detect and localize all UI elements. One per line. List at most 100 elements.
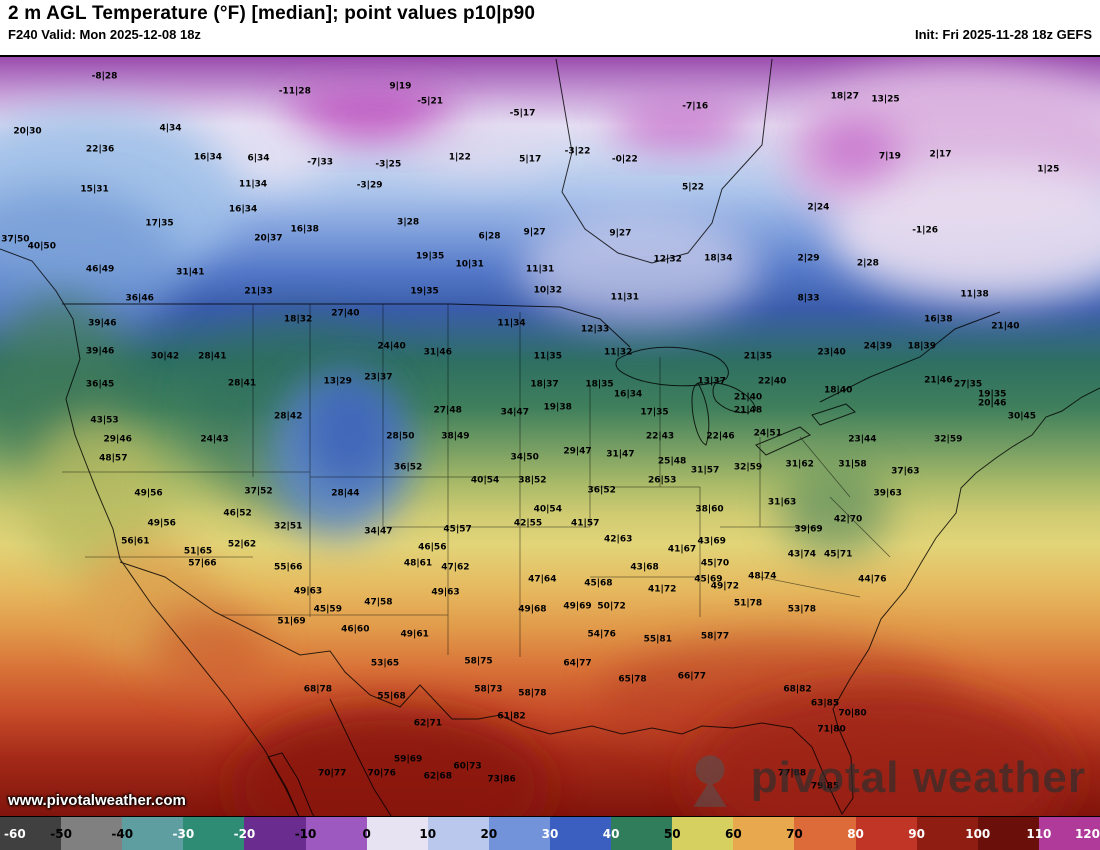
point-value: 13|37 (697, 376, 726, 387)
point-value: 61|82 (497, 711, 526, 722)
point-value: 45|59 (313, 604, 342, 615)
point-value: -7|16 (682, 101, 709, 112)
point-value: 45|71 (824, 549, 853, 560)
point-value: 27|48 (433, 405, 462, 416)
point-value: 58|73 (474, 684, 503, 695)
point-value: 48|61 (403, 558, 433, 569)
colorbar-segment (183, 817, 245, 850)
point-value: -0|22 (611, 154, 638, 165)
point-value: 49|61 (400, 629, 429, 640)
point-value: 59|69 (393, 754, 423, 765)
point-value: 70|76 (367, 768, 396, 779)
point-value: 10|32 (533, 285, 562, 296)
point-value: 51|78 (733, 598, 763, 609)
point-value: 2|28 (856, 258, 879, 268)
point-value: 24|39 (863, 341, 892, 352)
point-value: 62|71 (413, 718, 443, 729)
point-value: 58|75 (464, 656, 493, 667)
point-value: 22|36 (85, 144, 115, 155)
point-value: 60|73 (453, 761, 482, 772)
point-value: 3|28 (397, 217, 420, 228)
point-value: 30|42 (150, 351, 180, 362)
point-value: 51|65 (183, 546, 213, 557)
point-value: 28|41 (227, 378, 257, 389)
point-value: 71|80 (817, 724, 846, 735)
point-value: 34|47 (364, 526, 393, 537)
colorbar-segment (0, 817, 62, 850)
colorbar-segment (488, 817, 550, 850)
point-value: 50|72 (597, 601, 626, 612)
point-value: 62|68 (423, 771, 452, 782)
point-value: 28|44 (331, 488, 360, 499)
point-value: 47|64 (528, 574, 557, 585)
colorbar-segment (366, 817, 428, 850)
point-value: 39|46 (88, 318, 117, 329)
point-value: 36|46 (125, 293, 154, 304)
point-value: 2|29 (797, 253, 820, 264)
point-value: 38|60 (695, 504, 724, 515)
colorbar (0, 816, 1100, 850)
point-value: 66|77 (677, 671, 707, 682)
valid-time-label: F240 Valid: Mon 2025-12-08 18z (8, 27, 201, 42)
point-value: 49|63 (293, 586, 323, 597)
point-value: 18|35 (585, 379, 614, 390)
point-value: 64|77 (563, 658, 592, 669)
point-value: 65|78 (618, 674, 647, 685)
point-value: 46|60 (341, 624, 370, 635)
point-value: 11|32 (604, 347, 633, 358)
point-value: 45|69 (694, 574, 723, 585)
coastline-baja-mexico (267, 698, 394, 819)
temperature-map: -8|28 -11|28 9|19 -5|21 18|27 13|25 20|30 4|34 -… (0, 55, 1100, 819)
point-value: 6|28 (478, 231, 501, 242)
point-value: 40|54 (470, 475, 500, 486)
point-value: 44|76 (858, 574, 887, 585)
point-value: -8|28 (91, 71, 118, 82)
point-value: 21|35 (743, 351, 773, 362)
point-value: 31|41 (176, 267, 205, 278)
temperature-anomaly-blobs (0, 67, 1100, 819)
point-value: 28|42 (274, 411, 303, 422)
point-value: 6|34 (247, 153, 270, 164)
point-value: 63|85 (810, 698, 840, 709)
point-value: 4|34 (159, 123, 182, 134)
point-value: 70|77 (318, 768, 347, 779)
point-value: 31|62 (785, 459, 814, 470)
temperature-field-svg (0, 57, 1100, 819)
colorbar-segment (427, 817, 489, 850)
point-value: 21|46 (924, 375, 953, 386)
point-value: 68|82 (783, 684, 812, 695)
point-value: 15|31 (80, 184, 109, 195)
point-value: 31|47 (606, 449, 635, 460)
point-value: 45|57 (443, 524, 472, 535)
point-value: 52|62 (227, 539, 257, 550)
point-value: -3|29 (356, 180, 383, 191)
point-value: 29|47 (563, 446, 592, 457)
point-value: 19|35 (415, 251, 445, 262)
colorbar-segment (672, 817, 734, 850)
us-canada-border (62, 303, 1001, 403)
geography-lines (0, 58, 1100, 819)
colorbar-segment (611, 817, 673, 850)
point-value: 36|52 (393, 462, 423, 473)
point-value: 43|68 (630, 562, 659, 573)
point-value: 40|54 (533, 504, 562, 515)
point-value: 2|17 (929, 149, 952, 160)
point-value: -5|21 (417, 96, 443, 107)
point-value: 55|81 (643, 634, 672, 645)
point-value: 42|55 (513, 518, 543, 529)
point-value: 40|50 (27, 241, 56, 252)
point-value: -7|33 (307, 157, 333, 168)
point-value: 1|25 (1037, 164, 1060, 175)
point-value: 54|76 (587, 629, 616, 640)
point-value: 20|37 (254, 233, 283, 244)
point-value: 55|68 (377, 691, 406, 702)
point-value: 11|34 (238, 179, 268, 190)
point-value: 18|34 (704, 253, 733, 264)
point-value: 58|78 (518, 688, 547, 699)
colorbar-segment (733, 817, 795, 850)
point-value: 19|35 (978, 389, 1007, 400)
point-value: 21|40 (991, 321, 1020, 332)
point-value: 49|69 (563, 601, 592, 612)
point-value: 43|53 (90, 415, 119, 426)
